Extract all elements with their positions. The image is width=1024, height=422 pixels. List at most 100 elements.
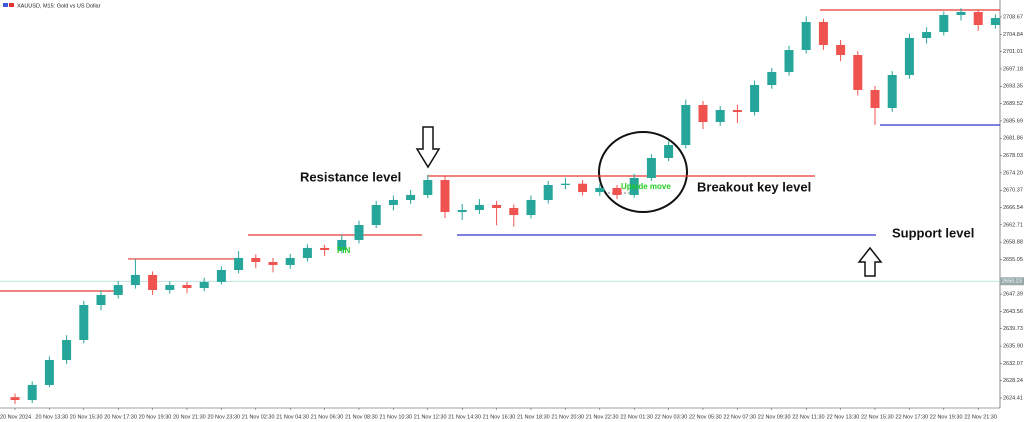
candle-body	[62, 339, 72, 360]
y-tick-label: 2666.54	[1003, 205, 1023, 211]
candle-body	[27, 384, 37, 400]
candle-body	[474, 204, 484, 210]
candle-body	[887, 75, 897, 108]
x-tick-label: 21 Nov 02:30	[242, 414, 275, 420]
x-tick-label: 21 Nov 06:30	[311, 414, 344, 420]
candle-body	[595, 187, 605, 192]
annotation: Breakout key level	[697, 179, 811, 194]
candle-body	[801, 22, 811, 51]
candle-body	[113, 285, 123, 296]
y-tick-label: 2635.90	[1003, 344, 1023, 350]
candle-body	[199, 281, 209, 288]
candle-body	[973, 11, 983, 26]
y-tick-label: 2678.03	[1003, 153, 1023, 159]
x-tick-label: 22 Nov 03:30	[655, 414, 688, 420]
x-tick-label: 22 Nov 17:30	[895, 414, 928, 420]
candle-body	[371, 204, 381, 226]
y-tick-label: 2658.88	[1003, 240, 1023, 246]
x-tick-label: 21 Nov 22:30	[586, 414, 619, 420]
candle-body	[646, 157, 656, 178]
x-tick-label: 21 Nov 10:30	[379, 414, 412, 420]
y-tick-label: 2643.56	[1003, 309, 1023, 315]
y-tick-label: 2681.86	[1003, 136, 1023, 142]
candle-body	[509, 208, 519, 216]
candle-body	[715, 110, 725, 122]
candle-body	[578, 183, 588, 192]
y-tick-label: 2628.24	[1003, 378, 1023, 384]
y-tick-label: 2689.52	[1003, 101, 1023, 107]
candle-body	[320, 247, 330, 251]
annotation: PIN	[337, 246, 351, 255]
candle-body	[354, 225, 364, 240]
candle-body	[784, 50, 794, 72]
x-tick-label: 20 Nov 21:30	[173, 414, 206, 420]
candle-body	[130, 274, 140, 286]
x-tick-label: 21 Nov 18:30	[517, 414, 550, 420]
current-price-label: 2650.23	[1002, 279, 1022, 285]
y-tick-label: 2701.01	[1003, 49, 1023, 55]
candle-body	[406, 194, 416, 200]
chart-title: XAUUSD, M15: Gold vs US Dollar	[17, 3, 101, 9]
x-tick-label: 21 Nov 14:30	[448, 414, 481, 420]
candle-body	[681, 104, 691, 146]
candle-body	[44, 359, 54, 385]
y-tick-label: 2704.84	[1003, 32, 1023, 38]
candle-body	[285, 257, 295, 265]
x-tick-label: 20 Nov 15:30	[70, 414, 103, 420]
annotation: Resistance level	[300, 169, 401, 184]
candle-body	[165, 285, 175, 290]
x-tick-label: 22 Nov 01:30	[620, 414, 653, 420]
candle-body	[543, 184, 553, 200]
candle-body	[457, 209, 467, 212]
candle-body	[956, 11, 966, 16]
y-tick-label: 2674.20	[1003, 170, 1023, 176]
candle-body	[492, 204, 502, 209]
x-tick-label: 21 Nov 12:30	[414, 414, 447, 420]
annotation: Upside move	[621, 182, 671, 191]
x-tick-label: 20 Nov 23:30	[207, 414, 240, 420]
candle-body	[337, 239, 347, 251]
x-tick-label: 21 Nov 04:30	[276, 414, 309, 420]
candle-body	[423, 180, 433, 195]
candle-body	[698, 104, 708, 122]
candle-body	[870, 89, 880, 108]
candle-body	[216, 269, 226, 282]
y-tick-label: 2697.18	[1003, 66, 1023, 72]
candle-body	[440, 180, 450, 212]
y-tick-label: 2670.37	[1003, 188, 1023, 194]
candle-body	[750, 85, 760, 113]
x-tick-label: 22 Nov 11:30	[792, 414, 824, 420]
candle-body	[268, 261, 278, 265]
candle-body	[836, 44, 846, 55]
y-tick-label: 2647.39	[1003, 292, 1023, 298]
y-tick-label: 2632.07	[1003, 361, 1023, 367]
candle-body	[526, 199, 536, 216]
candle-body	[990, 17, 1000, 26]
x-tick-label: 20 Nov 19:30	[139, 414, 172, 420]
candle-body	[767, 71, 777, 86]
down-arrow	[415, 126, 441, 169]
flag-icon	[3, 3, 8, 7]
x-tick-label: 22 Nov 19:30	[930, 414, 963, 420]
x-tick-label: 22 Nov 15:30	[861, 414, 894, 420]
x-tick-label: 22 Nov 13:30	[827, 414, 860, 420]
y-tick-label: 2655.05	[1003, 257, 1023, 263]
y-tick-label: 2693.35	[1003, 84, 1023, 90]
candle-body	[664, 145, 674, 158]
candle-body	[904, 37, 914, 76]
current-price-box	[1000, 277, 1024, 286]
candle-body	[182, 285, 192, 288]
candle-body	[79, 304, 89, 340]
y-tick-label: 2639.73	[1003, 326, 1023, 332]
highlight-circle	[598, 131, 688, 213]
x-tick-label: 22 Nov 07:30	[723, 414, 756, 420]
x-tick-label: 22 Nov 09:30	[758, 414, 791, 420]
candle-body	[818, 22, 828, 45]
candle-body	[560, 183, 570, 185]
x-tick-label: 22 Nov 05:30	[689, 414, 722, 420]
candle-body	[732, 110, 742, 113]
candle-body	[612, 187, 622, 195]
candle-body	[853, 54, 863, 90]
y-tick-label: 2708.67	[1003, 14, 1023, 20]
